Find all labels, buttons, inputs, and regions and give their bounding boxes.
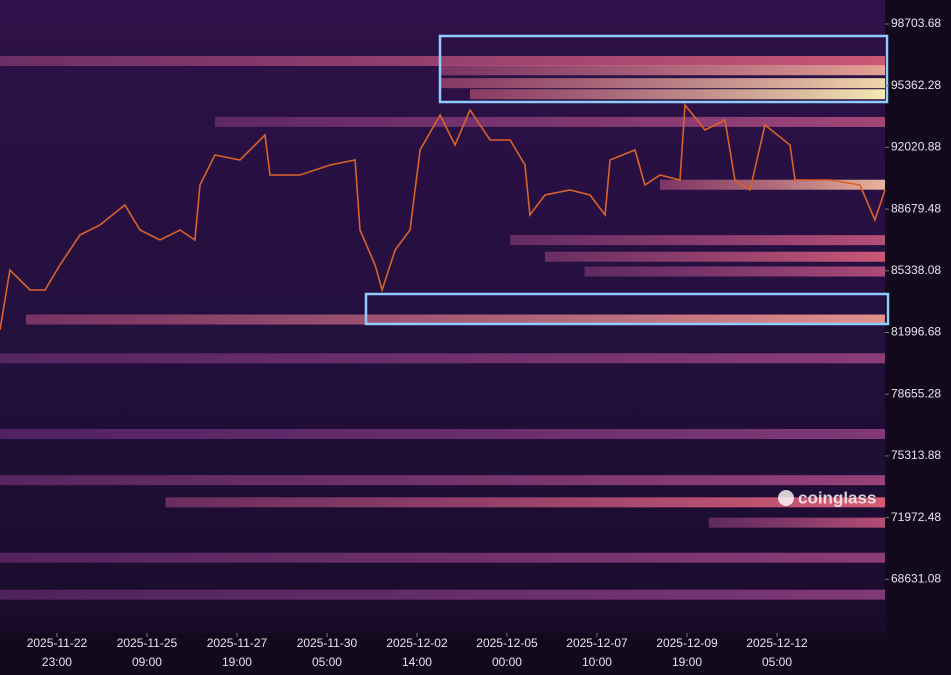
x-tick-time: 14:00 bbox=[402, 655, 432, 669]
heat-band bbox=[470, 89, 885, 100]
heat-band bbox=[0, 552, 885, 563]
x-tick-time: 23:00 bbox=[42, 655, 72, 669]
y-tick-label: 95362.28 bbox=[891, 78, 941, 92]
watermark-icon bbox=[778, 490, 794, 506]
y-tick-label: 81996.68 bbox=[891, 325, 941, 339]
x-tick-time: 00:00 bbox=[492, 655, 522, 669]
price-layer bbox=[0, 102, 886, 331]
heat-band bbox=[165, 497, 886, 508]
heat-band bbox=[25, 314, 886, 325]
y-tick-label: 75313.88 bbox=[891, 448, 941, 462]
x-tick-date: 2025-11-30 bbox=[297, 636, 358, 650]
heat-band bbox=[0, 589, 885, 600]
x-axis-background bbox=[0, 633, 951, 675]
x-tick-time: 05:00 bbox=[312, 655, 342, 669]
watermark: coinglass bbox=[778, 488, 876, 507]
x-tick-time: 10:00 bbox=[582, 655, 612, 669]
heat-band bbox=[0, 475, 885, 486]
heat-band bbox=[214, 116, 885, 127]
y-tick-label: 88679.48 bbox=[891, 201, 941, 215]
heat-band bbox=[510, 235, 885, 246]
x-tick-date: 2025-12-05 bbox=[476, 636, 538, 650]
x-tick-date: 2025-12-09 bbox=[656, 636, 718, 650]
heat-layer bbox=[0, 55, 886, 600]
x-tick-date: 2025-12-07 bbox=[566, 636, 628, 650]
heat-band bbox=[584, 266, 885, 277]
x-tick-date: 2025-11-27 bbox=[207, 636, 268, 650]
axes: 98703.68 95362.28 92020.88 88679.48 85338.08… bbox=[27, 16, 942, 669]
x-tick-date: 2025-12-12 bbox=[746, 636, 808, 650]
y-tick-label: 98703.68 bbox=[891, 16, 941, 30]
x-tick-date: 2025-12-02 bbox=[386, 636, 448, 650]
y-axis-background bbox=[885, 0, 951, 675]
heat-band bbox=[544, 251, 885, 262]
heat-band bbox=[440, 65, 885, 76]
highlight-box bbox=[364, 292, 890, 326]
y-tick-label: 85338.08 bbox=[891, 263, 941, 277]
x-tick-time: 19:00 bbox=[222, 655, 252, 669]
heat-band bbox=[0, 353, 885, 364]
x-tick-date: 2025-11-25 bbox=[117, 636, 178, 650]
y-tick-label: 78655.28 bbox=[891, 386, 941, 400]
heat-band bbox=[708, 517, 885, 528]
heat-band bbox=[0, 429, 885, 440]
heat-band bbox=[440, 78, 885, 89]
heat-band bbox=[659, 179, 885, 190]
y-tick-label: 68631.08 bbox=[891, 571, 941, 585]
x-tick-time: 09:00 bbox=[132, 655, 162, 669]
x-tick-date: 2025-11-22 bbox=[27, 636, 88, 650]
heat-band bbox=[0, 55, 885, 66]
y-tick-label: 92020.88 bbox=[891, 140, 941, 154]
price-line bbox=[0, 102, 886, 331]
x-tick-time: 19:00 bbox=[672, 655, 702, 669]
x-tick-time: 05:00 bbox=[762, 655, 792, 669]
y-tick-label: 71972.48 bbox=[891, 510, 941, 524]
watermark-text: coinglass bbox=[798, 488, 876, 507]
highlight-box bbox=[438, 34, 889, 104]
